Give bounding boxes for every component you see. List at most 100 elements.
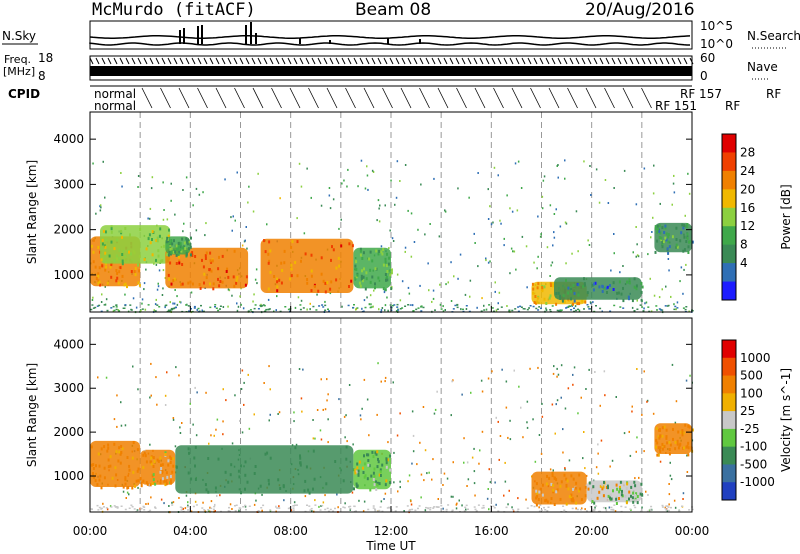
scatter-echo [399,180,401,182]
scatter-echo [671,203,673,206]
echo-texture [253,472,256,475]
scatter-echo [324,300,326,303]
colorbar-segment [722,226,736,246]
ground-scatter [329,508,332,511]
echo-texture [659,446,662,450]
echo-texture [324,290,327,294]
echo-texture [211,259,214,263]
scatter-echo [240,303,242,306]
echo-texture [584,494,587,498]
ground-scatter [587,306,590,308]
colorbar-tick-label: 25 [740,404,755,418]
echo-texture [163,244,166,248]
echo-texture [128,468,131,472]
scatter-echo [437,498,439,500]
ground-scatter [372,505,375,507]
scatter-echo [124,424,127,427]
ground-scatter [532,305,535,308]
colorbar-segment [722,244,736,264]
scatter-echo [412,434,415,437]
echo-texture [355,260,358,264]
scatter-echo [185,176,188,179]
x-tick-label: 00:00 [675,524,710,538]
scatter-echo [395,196,398,199]
echo-texture [382,263,385,267]
scatter-echo [534,460,537,463]
cpid-normal-2: normal [94,99,136,113]
scatter-echo [244,505,247,508]
scatter-echo [494,290,496,293]
scatter-echo [637,255,640,258]
echo-texture [380,250,383,254]
ground-scatter [296,504,298,506]
echo-texture [268,482,270,486]
echo-texture [204,483,207,487]
nave-marker [515,57,520,65]
cpid-end-2: RF [766,87,781,101]
scatter-echo [443,472,446,475]
echo-texture [635,284,638,288]
echo-texture [679,239,682,243]
echo-texture [235,278,238,282]
scatter-echo [528,307,530,309]
scatter-echo [164,394,167,397]
scatter-echo [399,412,401,415]
echo-texture [658,230,661,233]
echo-texture [102,229,105,233]
ground-scatter [546,510,549,512]
scatter-echo [470,391,472,394]
scatter-echo [509,419,511,422]
ground-scatter [98,304,101,307]
echo-texture [118,450,121,454]
ground-scatter [116,507,119,509]
scatter-echo [215,428,217,431]
echo-texture [632,500,635,504]
ground-scatter [547,506,550,508]
scatter-echo [597,452,599,455]
scatter-echo [328,187,331,189]
scatter-echo [557,164,559,166]
ground-scatter [217,309,220,312]
echo-texture [167,253,170,257]
scatter-echo [279,197,281,200]
ground-scatter [573,307,575,309]
ground-scatter [193,305,196,308]
echo-texture [129,233,131,237]
nave-marker [239,57,244,65]
echo-texture [150,456,153,460]
scatter-echo [630,509,632,511]
scatter-echo [509,272,511,275]
ground-scatter [364,306,367,309]
scatter-echo [371,169,374,172]
echo-texture [118,446,121,450]
echo-region-1 [100,225,171,264]
scatter-echo [495,309,498,312]
echo-texture [210,260,213,264]
echo-texture [101,242,104,246]
scatter-echo [404,250,406,253]
echo-texture [164,451,167,455]
echo-texture [181,246,184,250]
echo-texture [687,453,690,457]
echo-texture [276,277,278,281]
echo-texture [111,476,114,480]
scatter-echo [329,292,332,295]
echo-texture [221,254,224,258]
scatter-echo [584,508,586,511]
scatter-echo [383,498,385,500]
echo-texture [115,254,118,258]
scatter-echo [493,166,496,169]
scatter-echo [164,404,167,406]
echo-texture [290,274,293,278]
scatter-echo [607,202,610,204]
echo-texture [362,275,365,279]
echo-texture [680,430,683,434]
cpid-mark [289,87,301,109]
ground-scatter [115,304,118,306]
scatter-echo [164,306,166,309]
scatter-echo [208,509,210,512]
scatter-echo [412,450,415,453]
echo-texture [205,488,208,492]
scatter-echo [564,177,566,180]
ground-scatter [387,506,390,509]
